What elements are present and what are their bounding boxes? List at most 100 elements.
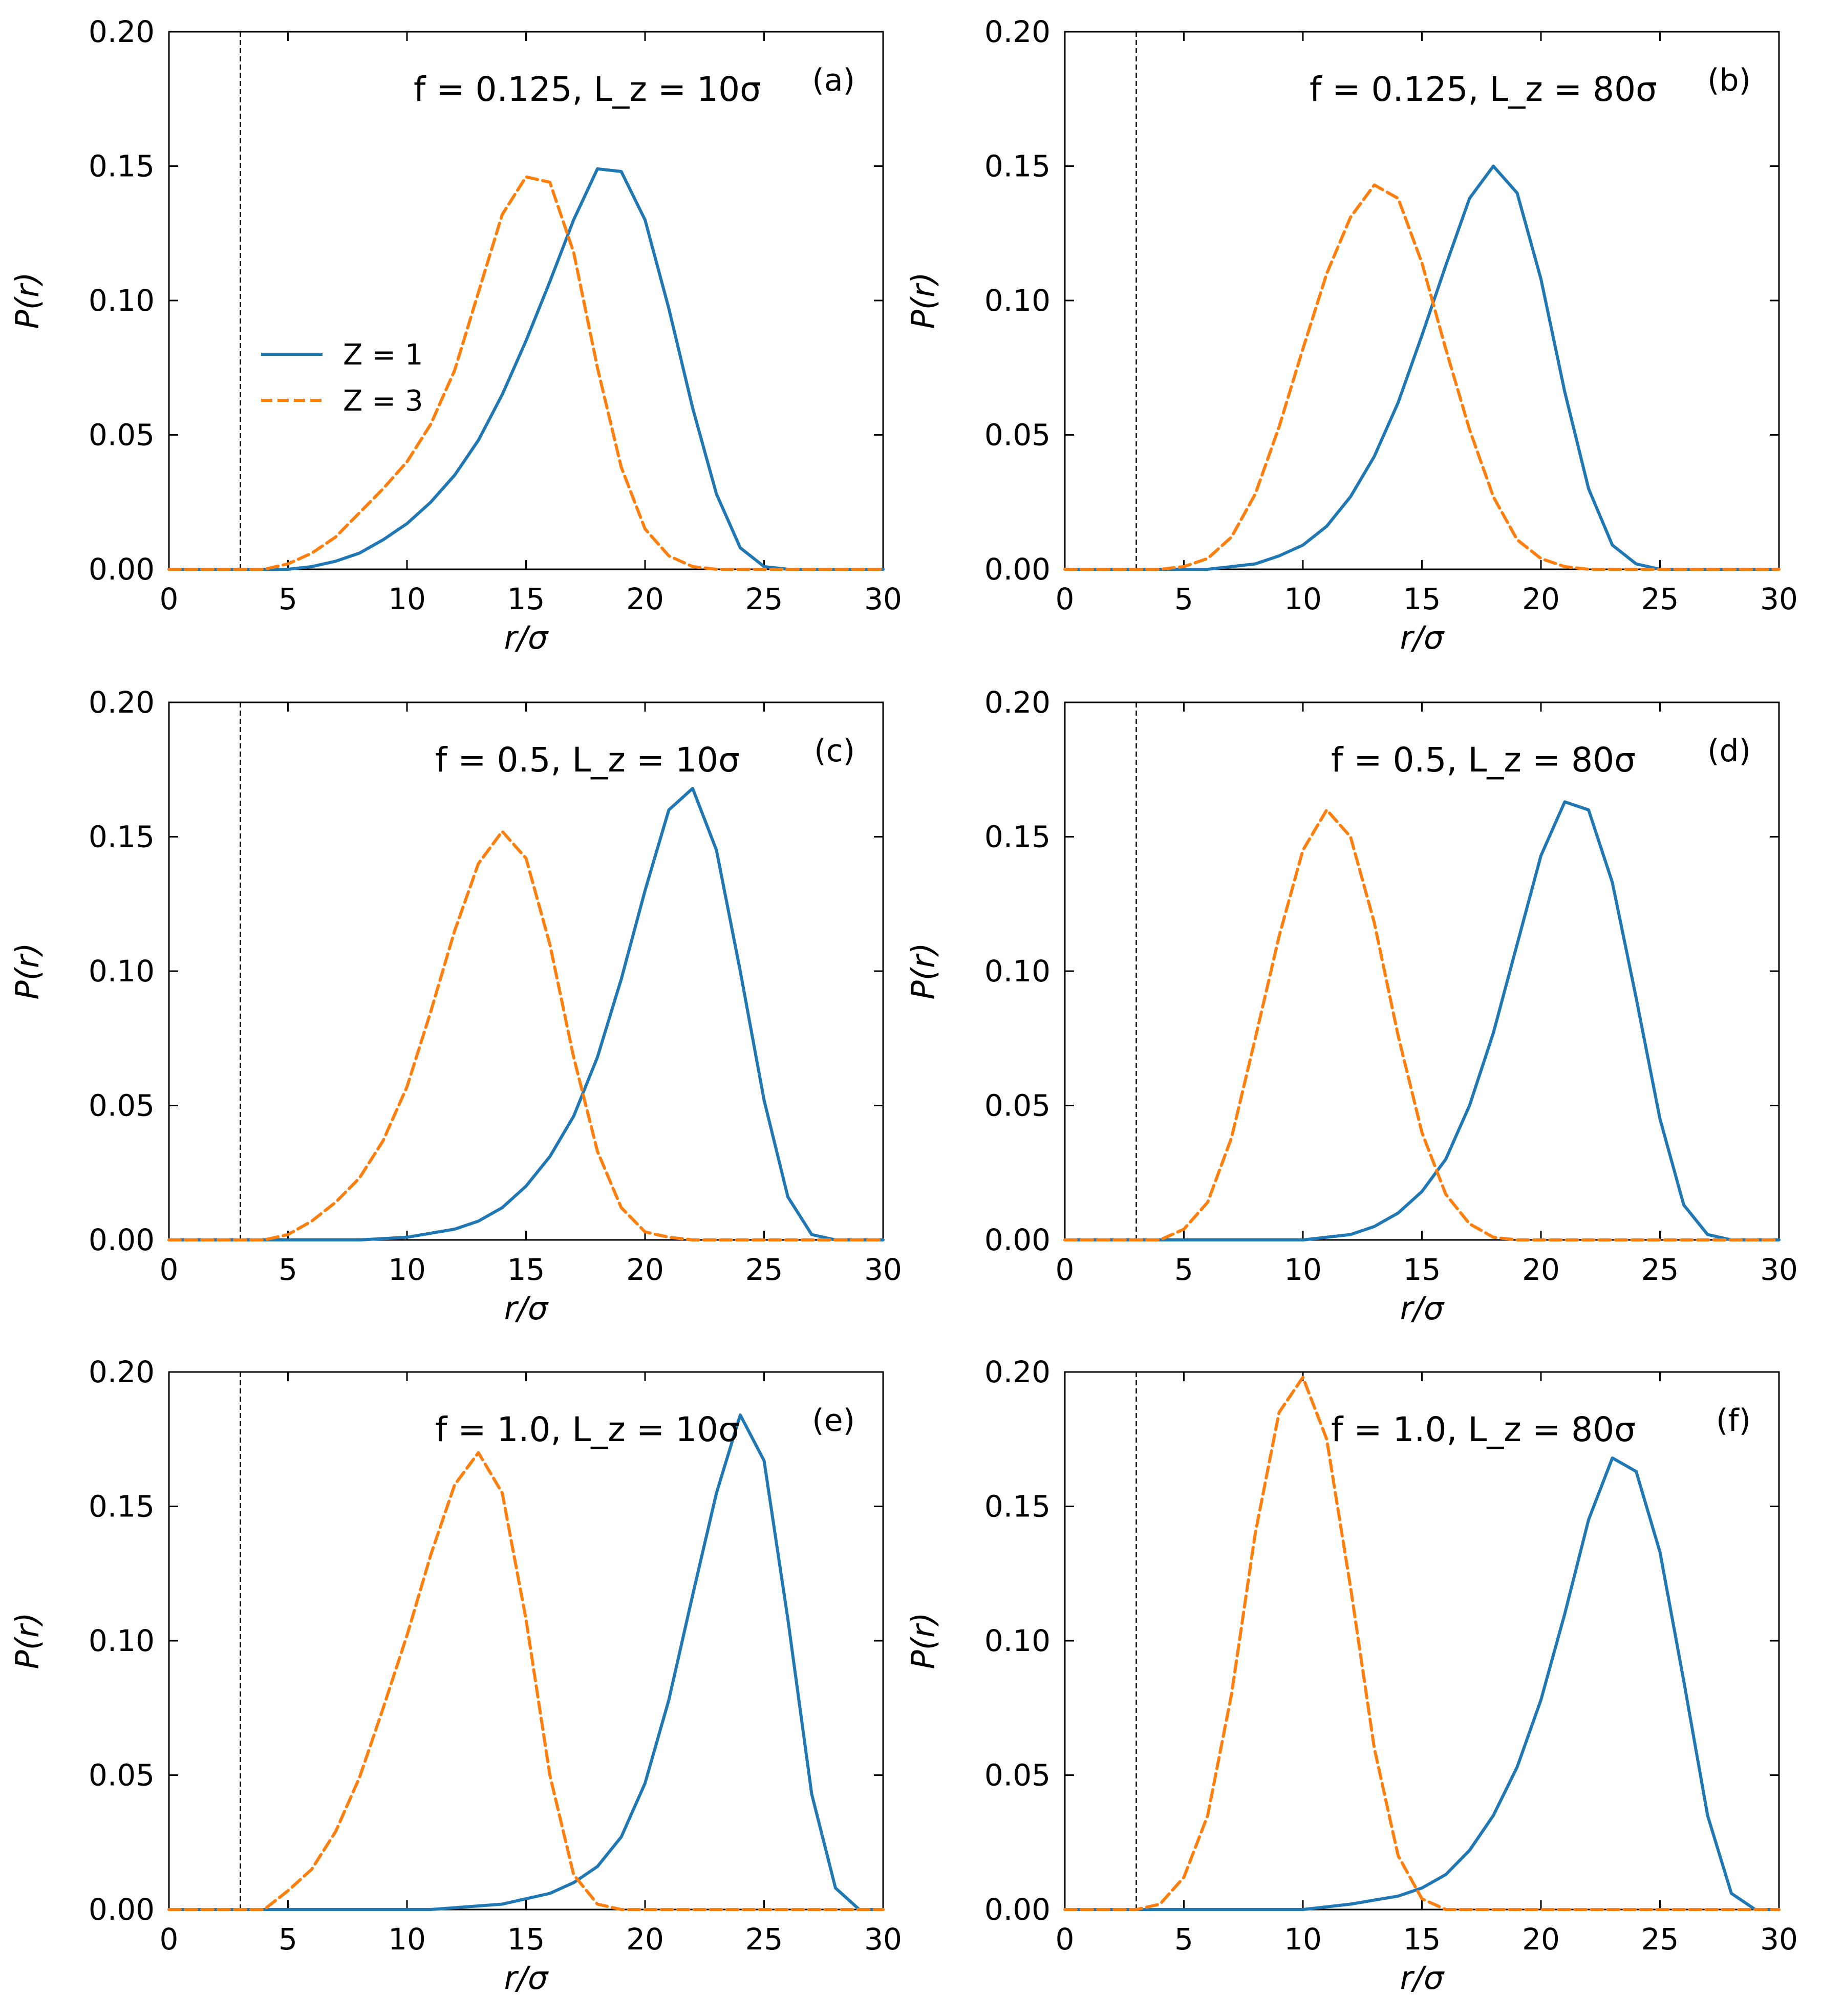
panel-a-series-z1-line <box>167 167 885 571</box>
panel-d-xtick-label: 25 <box>1641 1252 1679 1287</box>
panel-a-xlabel: r/σ <box>504 619 549 656</box>
panel-c-xtick-label: 10 <box>388 1252 426 1287</box>
panel-a-xtick-label: 25 <box>745 582 783 616</box>
panel-f-xtick-label: 0 <box>1056 1922 1075 1957</box>
panel-b-series-z1-line <box>1063 164 1781 571</box>
panel-f-xtick-label: 30 <box>1760 1922 1798 1957</box>
panel-f-label: (f) <box>1716 1403 1751 1439</box>
panel-b-xtick-label: 30 <box>1760 582 1798 616</box>
panel-a-ytick-label: 0.05 <box>89 418 155 453</box>
panel-b-ytick-label: 0.20 <box>984 14 1051 49</box>
panel-e-frame <box>168 1371 884 1911</box>
panel-f-ylabel: P(r) <box>905 1612 942 1669</box>
panel-c-label: (c) <box>814 733 855 769</box>
panel-a-xtick-label: 20 <box>626 582 664 616</box>
panel-c-ylabel: P(r) <box>9 942 46 999</box>
panel-d-ytick-label: 0.20 <box>984 685 1051 720</box>
panel-e-xtick-label: 0 <box>160 1922 179 1957</box>
panel-f-annotation: f = 1.0, L_z = 80σ <box>1331 1410 1636 1449</box>
panel-c-ytick-label: 0.00 <box>89 1223 155 1257</box>
panel-e-ytick-label: 0.05 <box>89 1758 155 1793</box>
panel-d-ylabel: P(r) <box>905 942 942 999</box>
panel-d-ytick-label: 0.10 <box>984 954 1051 989</box>
panel-e-xtick-label: 5 <box>278 1922 297 1957</box>
panel-e-ytick-label: 0.10 <box>89 1623 155 1658</box>
panel-d-xlabel: r/σ <box>1400 1290 1445 1327</box>
panel-d-label: (d) <box>1707 733 1751 769</box>
panel-a-label: (a) <box>812 62 855 98</box>
panel-b-xtick-label: 25 <box>1641 582 1679 616</box>
panel-c-ytick-label: 0.20 <box>89 685 155 720</box>
panel-d-xtick-label: 10 <box>1284 1252 1322 1287</box>
panel-b-xlabel: r/σ <box>1400 619 1445 656</box>
panel-a-ytick-label: 0.00 <box>89 552 155 587</box>
panel-a-series-z3-line <box>167 175 885 571</box>
panel-c-xtick-label: 5 <box>278 1252 297 1287</box>
panel-b-frame <box>1064 31 1780 570</box>
panel-a-ytick-label: 0.20 <box>89 14 155 49</box>
panel-a-ytick-label: 0.10 <box>89 283 155 318</box>
panel-b-ytick-label: 0.15 <box>984 149 1051 184</box>
panel-d: 0 5 10 15 20 25 30 0.00 0.05 0.10 0.15 0.20 r/σ P(r) (… <box>905 685 1798 1327</box>
panel-f-xtick-label: 20 <box>1522 1922 1560 1957</box>
panel-b-ytick-label: 0.05 <box>984 418 1051 453</box>
panel-b-ytick-label: 0.10 <box>984 283 1051 318</box>
panel-a-ytick-label: 0.15 <box>89 149 155 184</box>
panel-a-xtick-label: 5 <box>278 582 297 616</box>
panel-b-xtick-label: 15 <box>1403 582 1441 616</box>
panel-b-label: (b) <box>1707 62 1751 98</box>
panel-b-xtick-label: 5 <box>1174 582 1193 616</box>
panel-a-xtick-label: 15 <box>507 582 545 616</box>
panel-e-series-z1-line <box>167 1413 885 1911</box>
panel-f-xtick-label: 15 <box>1403 1922 1441 1957</box>
panel-d-series-z1-line <box>1063 800 1781 1241</box>
panel-b-series-z3-line <box>1063 183 1781 571</box>
panel-c-ytick-label: 0.15 <box>89 820 155 854</box>
panel-a-frame <box>168 31 884 570</box>
panel-c-xlabel: r/σ <box>504 1290 549 1327</box>
panel-c-series-z1-line <box>167 787 885 1241</box>
panel-b-xtick-label: 0 <box>1056 582 1075 616</box>
panel-f-xlabel: r/σ <box>1400 1959 1445 1997</box>
panel-d-ytick-label: 0.15 <box>984 820 1051 854</box>
panel-c-annotation: f = 0.5, L_z = 10σ <box>435 740 740 780</box>
panel-c-xtick-label: 15 <box>507 1252 545 1287</box>
panel-a-xtick-label: 30 <box>864 582 902 616</box>
panel-c-ytick-label: 0.10 <box>89 954 155 989</box>
panel-d-xtick-label: 20 <box>1522 1252 1560 1287</box>
panel-e-xtick-label: 15 <box>507 1922 545 1957</box>
panel-e-xtick-label: 30 <box>864 1922 902 1957</box>
panel-b-annotation: f = 0.125, L_z = 80σ <box>1310 70 1657 109</box>
panel-f-ytick-label: 0.05 <box>984 1758 1051 1793</box>
panel-b: 0 5 10 15 20 25 30 0.00 0.05 0.10 0.15 0.20 r/σ P(r) (… <box>905 14 1798 656</box>
panel-c-frame <box>168 701 884 1241</box>
panel-f-ytick-label: 0.20 <box>984 1355 1051 1389</box>
panel-e-ylabel: P(r) <box>9 1612 46 1669</box>
panel-d-xtick-label: 5 <box>1174 1252 1193 1287</box>
panel-d-xtick-label: 15 <box>1403 1252 1441 1287</box>
panel-e-ytick-label: 0.20 <box>89 1355 155 1389</box>
panel-c-xtick-label: 20 <box>626 1252 664 1287</box>
panel-e-xlabel: r/σ <box>504 1959 549 1997</box>
panel-f: 0 5 10 15 20 25 30 0.00 0.05 0.10 0.15 0.20 r/σ P(r) (… <box>905 1355 1798 1997</box>
panel-e-annotation: f = 1.0, L_z = 10σ <box>435 1410 740 1449</box>
panel-d-xtick-label: 0 <box>1056 1252 1075 1287</box>
panel-f-series-z1-line <box>1063 1456 1781 1911</box>
panel-a-xtick-label: 0 <box>160 582 179 616</box>
panel-e-xtick-label: 20 <box>626 1922 664 1957</box>
panel-b-xtick-label: 10 <box>1284 582 1322 616</box>
panel-f-ytick-label: 0.10 <box>984 1623 1051 1658</box>
panel-f-ytick-label: 0.15 <box>984 1489 1051 1524</box>
panel-d-series-z3-line <box>1063 808 1781 1241</box>
panel-f-ytick-label: 0.00 <box>984 1892 1051 1927</box>
panel-c-xtick-label: 0 <box>160 1252 179 1287</box>
panel-c-xtick-label: 30 <box>864 1252 902 1287</box>
panel-e-series-z3-line <box>167 1451 885 1911</box>
panel-e-label: (e) <box>812 1403 855 1439</box>
panel-a: 0 5 10 15 20 25 30 0.00 0.05 0.10 0.15 0.20 r/σ P(r) (… <box>9 14 902 656</box>
panel-f-xtick-label: 25 <box>1641 1922 1679 1957</box>
panel-b-ytick-label: 0.00 <box>984 552 1051 587</box>
panel-b-ylabel: P(r) <box>905 272 942 329</box>
panel-a-annotation: f = 0.125, L_z = 10σ <box>414 70 761 109</box>
